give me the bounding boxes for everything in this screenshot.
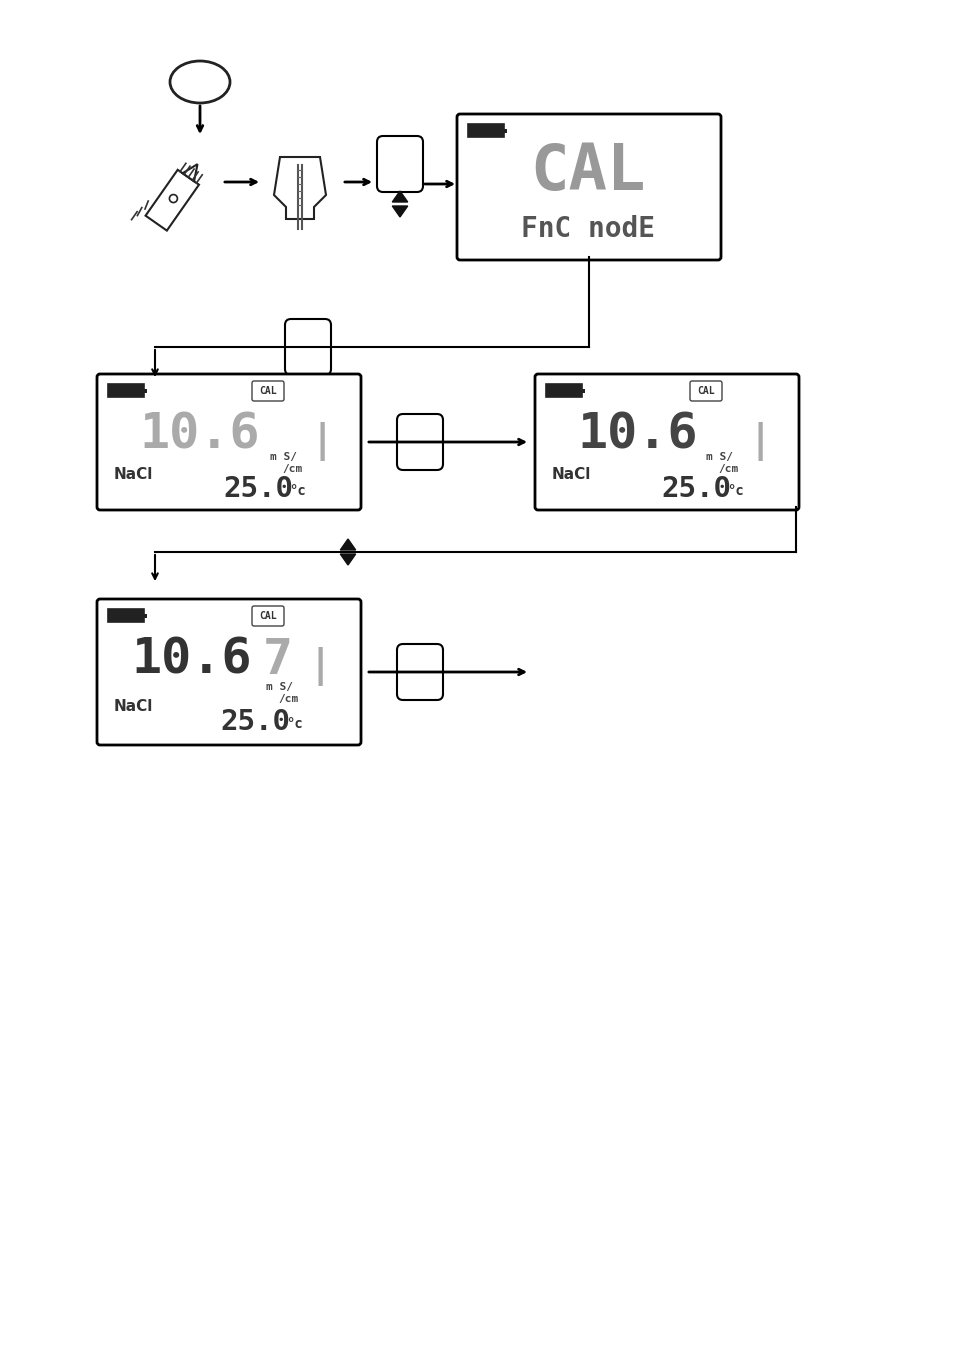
Bar (545, 384, 581, 397)
Polygon shape (274, 157, 326, 219)
Text: /cm: /cm (718, 464, 738, 475)
Text: m S/: m S/ (266, 681, 293, 692)
FancyBboxPatch shape (252, 606, 284, 626)
Text: CAL: CAL (259, 387, 276, 396)
Polygon shape (182, 164, 197, 181)
Polygon shape (392, 206, 407, 218)
Text: °c: °c (286, 717, 303, 731)
FancyBboxPatch shape (285, 319, 331, 375)
Text: °c: °c (290, 484, 306, 498)
Bar (503, 128, 506, 132)
Text: |: | (308, 648, 332, 687)
Ellipse shape (170, 61, 230, 103)
FancyBboxPatch shape (535, 375, 799, 510)
Text: 10.6: 10.6 (132, 635, 252, 684)
Polygon shape (392, 191, 407, 201)
Text: CAL: CAL (530, 141, 645, 203)
Bar (144, 614, 147, 618)
FancyBboxPatch shape (396, 644, 442, 700)
FancyBboxPatch shape (252, 381, 284, 402)
Text: 25.0: 25.0 (660, 475, 730, 503)
Bar (581, 389, 584, 393)
Bar (108, 608, 144, 622)
Text: 10.6: 10.6 (139, 411, 260, 458)
Text: 10.6: 10.6 (578, 411, 698, 458)
Text: /cm: /cm (277, 694, 298, 704)
FancyBboxPatch shape (456, 114, 720, 260)
Polygon shape (146, 170, 199, 231)
FancyBboxPatch shape (376, 137, 422, 192)
Bar (468, 124, 503, 137)
Text: CAL: CAL (697, 387, 714, 396)
Text: 25.0: 25.0 (220, 708, 290, 735)
Polygon shape (340, 554, 355, 565)
Text: |: | (310, 422, 334, 461)
Text: °c: °c (727, 484, 743, 498)
Text: FnC nodE: FnC nodE (520, 215, 655, 243)
Text: NaCl: NaCl (552, 468, 591, 483)
Text: 7: 7 (263, 635, 293, 684)
Bar (144, 389, 147, 393)
Text: /cm: /cm (282, 464, 302, 475)
Text: NaCl: NaCl (113, 699, 153, 714)
FancyBboxPatch shape (97, 599, 360, 745)
FancyBboxPatch shape (396, 414, 442, 470)
FancyBboxPatch shape (689, 381, 721, 402)
Text: 25.0: 25.0 (223, 475, 293, 503)
Text: m S/: m S/ (705, 452, 732, 462)
Text: CAL: CAL (259, 611, 276, 621)
Circle shape (170, 195, 177, 203)
Text: |: | (747, 422, 771, 461)
Polygon shape (340, 539, 355, 550)
Text: NaCl: NaCl (113, 468, 153, 483)
Bar (108, 384, 144, 397)
FancyBboxPatch shape (97, 375, 360, 510)
Text: m S/: m S/ (270, 452, 296, 462)
